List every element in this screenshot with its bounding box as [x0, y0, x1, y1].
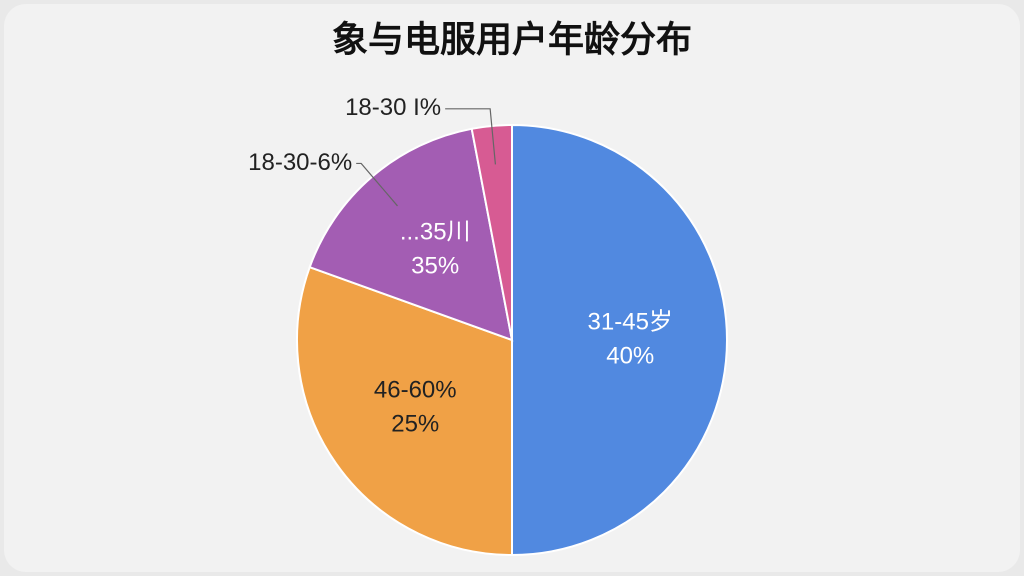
slice-label: ...35川: [400, 218, 471, 245]
slice-label: 35%: [411, 252, 459, 279]
slice-label: 25%: [391, 410, 439, 437]
leader-line: [356, 162, 398, 207]
pie-slice: [296, 265, 513, 557]
slice-label: 46-60%: [374, 376, 457, 403]
chart-title: 象与电服用户年龄分布: [332, 19, 692, 60]
slice-label: 40%: [606, 342, 654, 369]
outer-label: 18-30 I%: [345, 94, 441, 121]
pie-slice: [511, 123, 728, 557]
slice-label: 31-45岁: [588, 308, 673, 335]
leader-line: [445, 108, 497, 165]
outer-label: 18-30-6%: [248, 149, 352, 176]
